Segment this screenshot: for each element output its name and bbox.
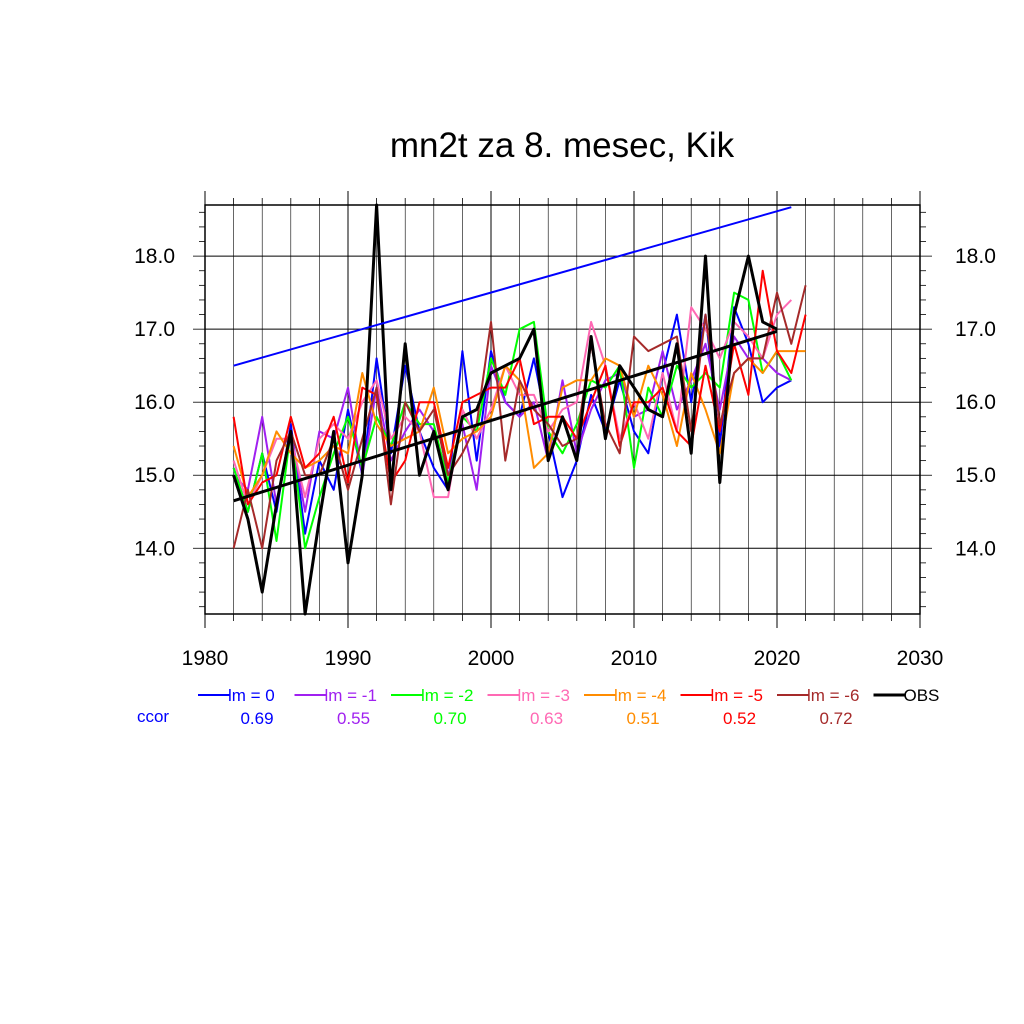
y-tick-label-left: 17.0: [134, 318, 175, 341]
y-tick-label-left: 15.0: [134, 464, 175, 487]
y-tick-label-left: 14.0: [134, 537, 175, 560]
y-tick-label-right: 16.0: [955, 391, 996, 414]
x-tick-label: 2020: [754, 647, 801, 670]
trend-line: [233, 206, 792, 367]
x-tick-label: 2010: [611, 647, 658, 670]
series-layer: [232, 203, 807, 616]
plot-frame: [204, 204, 921, 615]
chart-title: mn2t za 8. mesec, Kik: [390, 126, 735, 165]
legend-item: lm = -1 0.55: [294, 686, 377, 728]
y-tick-label-left: 18.0: [134, 245, 175, 268]
y-tick-label-right: 15.0: [955, 464, 996, 487]
legend-item: OBS: [873, 686, 940, 705]
legend-item: lm = -5 0.52: [680, 686, 763, 728]
ccor-value: 0.72: [819, 709, 852, 728]
y-tick-label-right: 17.0: [955, 318, 996, 341]
legend-item: lm = -3 0.63: [487, 686, 570, 728]
legend-label: lm = -5: [711, 686, 763, 705]
ccor-value: 0.63: [530, 709, 563, 728]
ccor-value: 0.52: [723, 709, 756, 728]
y-tick-label-left: 16.0: [134, 391, 175, 414]
legend-label: lm = -6: [807, 686, 859, 705]
legend: lm = 0 0.69 lm = -1 0.55 lm = -2 0.70 lm = -3 0…: [137, 686, 939, 728]
trend-line: [233, 329, 778, 503]
x-tick-label: 1990: [325, 647, 372, 670]
x-tick-label: 2030: [897, 647, 944, 670]
axes: 1980 1990 2000 2010 2020 2030 14.0 14.0 15.0 15.0…: [134, 191, 996, 670]
series-line: [232, 299, 793, 506]
legend-item: lm = -4 0.51: [584, 686, 666, 728]
legend-label: lm = 0: [228, 686, 275, 705]
legend-label: lm = -1: [325, 686, 377, 705]
legend-label: lm = -3: [518, 686, 570, 705]
legend-item: lm = -2 0.70: [391, 686, 473, 728]
y-tick-label-right: 18.0: [955, 245, 996, 268]
ccor-value: 0.70: [433, 709, 466, 728]
ccor-value: 0.69: [240, 709, 273, 728]
series-line: [232, 203, 778, 616]
x-tick-label: 1980: [182, 647, 229, 670]
legend-label: lm = -4: [614, 686, 666, 705]
ccor-value: 0.51: [626, 709, 659, 728]
y-tick-label-right: 14.0: [955, 537, 996, 560]
legend-label: lm = -2: [421, 686, 473, 705]
ccor-label: ccor: [137, 707, 169, 726]
x-tick-label: 2000: [468, 647, 515, 670]
legend-item: lm = -6 0.72: [777, 686, 859, 728]
legend-label: OBS: [904, 686, 940, 705]
legend-item: lm = 0 0.69: [198, 686, 275, 728]
ccor-value: 0.55: [337, 709, 370, 728]
